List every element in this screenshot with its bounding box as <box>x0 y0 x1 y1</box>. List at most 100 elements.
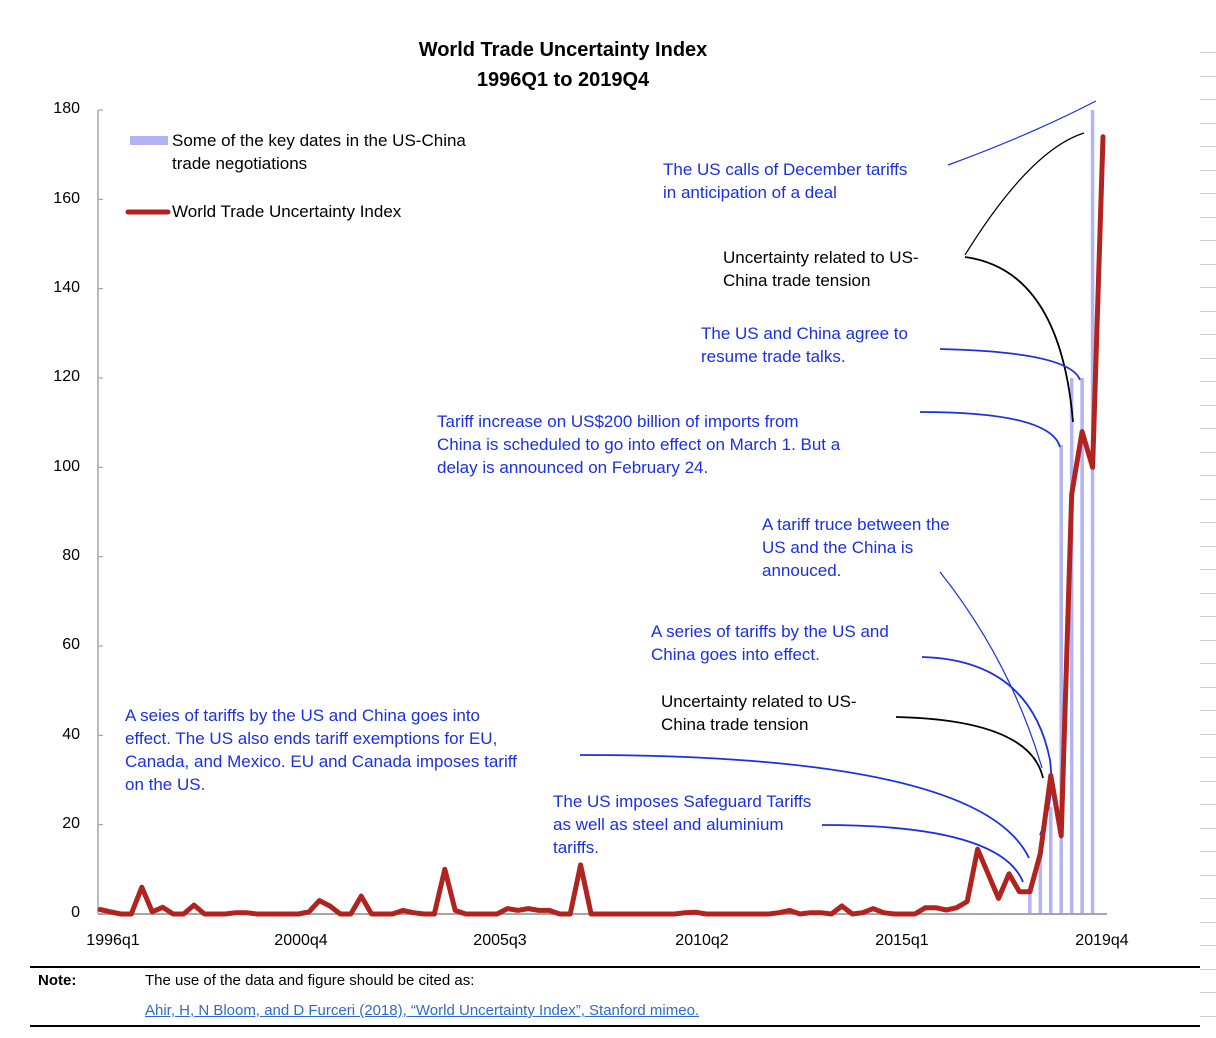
annotation-line: US and the China is <box>762 538 914 557</box>
y-tick-label: 120 <box>53 368 80 385</box>
annotation-leader-lines <box>579 100 1097 883</box>
annotation-safeguard: The US imposes Safeguard Tariffs as well… <box>553 790 811 859</box>
legend-bars-label-line2: trade negotiations <box>172 154 308 173</box>
leader-uncertainty-top-up <box>964 132 1085 256</box>
citation-link[interactable]: Ahir, H, N Bloom, and D Furceri (2018), … <box>145 1002 700 1019</box>
note-label: Note: <box>38 972 77 989</box>
leader-seies-tariffs-eu <box>579 754 1030 859</box>
sheet-row-marker <box>1200 781 1216 782</box>
chart-title-line1: World Trade Uncertainty Index <box>418 39 708 61</box>
y-tick-label: 60 <box>62 636 80 653</box>
annotation-line: A seies of tariffs by the US and China g… <box>125 706 481 725</box>
annotation-line: China is scheduled to go into effect on … <box>437 435 841 454</box>
y-axis <box>97 109 103 915</box>
sheet-row-marker <box>1200 1016 1216 1017</box>
annotation-line: tariffs. <box>553 838 599 857</box>
annotation-resume-talks: The US and China agree to resume trade t… <box>701 322 908 368</box>
x-tick-label: 2019q4 <box>1075 932 1129 949</box>
annotation-line: in anticipation of a deal <box>663 183 837 202</box>
sheet-row-marker <box>1200 898 1216 899</box>
sheet-row-marker <box>1200 992 1216 993</box>
note-bottom-rule <box>30 1025 1200 1027</box>
sheet-row-marker <box>1200 99 1216 100</box>
x-tick-label: 2000q4 <box>274 932 328 949</box>
y-tick-label: 180 <box>53 100 80 117</box>
sheet-row-marker <box>1200 663 1216 664</box>
y-tick-label: 0 <box>71 904 80 921</box>
annotation-line: on the US. <box>125 775 206 794</box>
sheet-row-marker <box>1200 76 1216 77</box>
sheet-row-marker <box>1200 358 1216 359</box>
annotation-line: China goes into effect. <box>651 645 820 664</box>
annotation-line: resume trade talks. <box>701 347 846 366</box>
leader-dec-tariffs <box>947 100 1097 166</box>
x-tick-label: 2005q3 <box>473 932 527 949</box>
annotation-dec-tariffs: The US calls of December tariffs in anti… <box>663 158 907 204</box>
sheet-row-marker <box>1200 287 1216 288</box>
annotation-line: The US and China agree to <box>701 324 908 343</box>
sheet-row-marker <box>1200 734 1216 735</box>
uncertainty-index-line <box>97 134 1106 917</box>
annotation-line: effect. The US also ends tariff exemptio… <box>125 729 498 748</box>
legend-bars-swatch <box>130 136 168 145</box>
leader-uncertainty-mid <box>895 716 1044 779</box>
annotation-line: Uncertainty related to US- <box>661 692 857 711</box>
chart-title-line2: 1996Q1 to 2019Q4 <box>476 69 650 91</box>
y-tick-label: 80 <box>62 547 80 564</box>
key-date-bar <box>1090 110 1095 914</box>
sheet-row-marker <box>1200 945 1216 946</box>
sheet-row-marker <box>1200 851 1216 852</box>
leader-safeguard <box>821 824 1024 883</box>
x-tick-label: 2015q1 <box>875 932 929 949</box>
sheet-row-marker <box>1200 593 1216 594</box>
annotation-line: China trade tension <box>723 271 871 290</box>
annotation-uncertainty-top: Uncertainty related to US- China trade t… <box>723 246 919 292</box>
annotation-line: Tariff increase on US$200 billion of imp… <box>437 412 799 431</box>
sheet-row-marker <box>1200 522 1216 523</box>
sheet-row-marker <box>1200 452 1216 453</box>
leader-uncertainty-top-down <box>964 256 1074 423</box>
key-date-bar <box>1080 378 1084 914</box>
annotation-line: China trade tension <box>661 715 809 734</box>
key-date-bar <box>1059 445 1063 914</box>
annotation-line: A tariff truce between the <box>762 515 950 534</box>
annotation-line: The US calls of December tariffs <box>663 160 908 179</box>
annotation-line: A series of tariffs by the US and <box>651 622 889 641</box>
sheet-row-marker <box>1200 170 1216 171</box>
sheet-row-marker <box>1200 546 1216 547</box>
annotation-line: as well as steel and aluminium <box>553 815 784 834</box>
annotation-line: Canada, and Mexico. EU and Canada impose… <box>125 752 517 771</box>
annotation-truce: A tariff truce between the US and the Ch… <box>762 513 950 582</box>
sheet-row-marker <box>1200 569 1216 570</box>
y-tick-label: 160 <box>53 190 80 207</box>
key-date-bars <box>1028 110 1095 914</box>
annotation-line: The US imposes Safeguard Tariffs <box>553 792 812 811</box>
sheet-row-marker <box>1200 757 1216 758</box>
key-date-bar <box>1069 378 1074 914</box>
y-tick-label: 20 <box>62 815 80 832</box>
x-tick-label: 2010q2 <box>675 932 729 949</box>
legend-bars-label-line1: Some of the key dates in the US-China <box>172 131 466 150</box>
sheet-row-marker <box>1200 710 1216 711</box>
sheet-row-marker <box>1200 922 1216 923</box>
y-tick-label: 40 <box>62 726 80 743</box>
sheet-row-marker <box>1200 217 1216 218</box>
x-tick-label: 1996q1 <box>86 932 140 949</box>
key-date-bar <box>1049 806 1053 914</box>
sheet-row-marker <box>1200 240 1216 241</box>
key-date-bar <box>1038 847 1043 914</box>
sheet-row-marker <box>1200 969 1216 970</box>
sheet-row-marker <box>1200 640 1216 641</box>
y-tick-label: 100 <box>53 458 80 475</box>
annotation-line: delay is announced on February 24. <box>437 458 709 477</box>
annotation-uncertainty-mid: Uncertainty related to US- China trade t… <box>661 690 857 736</box>
sheet-row-marker <box>1200 499 1216 500</box>
note-top-rule <box>30 966 1200 968</box>
sheet-row-marker <box>1200 264 1216 265</box>
sheet-row-marker <box>1200 334 1216 335</box>
annotation-line: Uncertainty related to US- <box>723 248 919 267</box>
sheet-row-marker <box>1200 381 1216 382</box>
sheet-row-marker <box>1200 828 1216 829</box>
key-date-bar <box>1028 891 1032 914</box>
